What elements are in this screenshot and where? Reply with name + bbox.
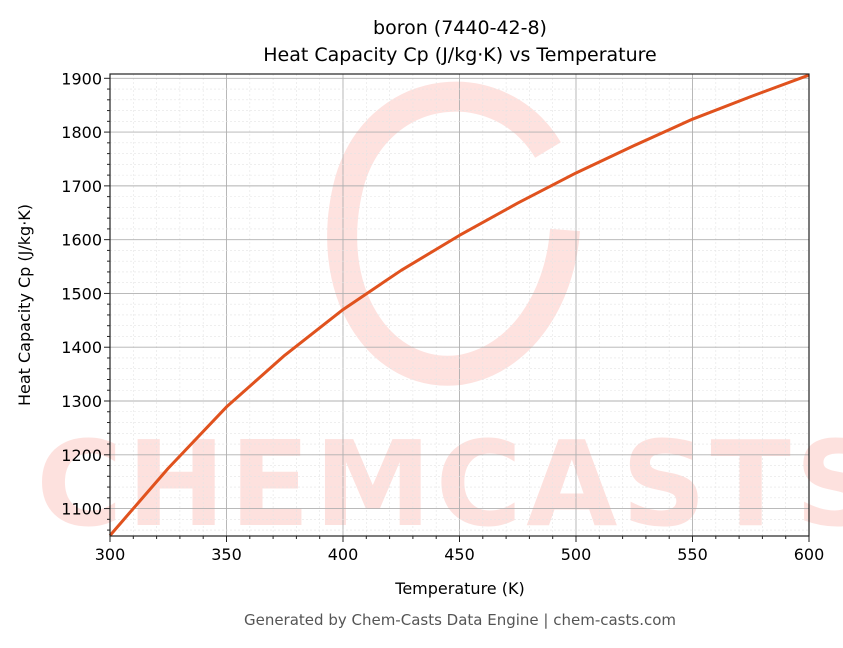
x-tick-label: 300 xyxy=(95,545,126,564)
y-tick-label: 1400 xyxy=(61,338,102,357)
y-tick-label: 1700 xyxy=(61,177,102,196)
plot-frame xyxy=(109,73,810,537)
y-tick-label: 1600 xyxy=(61,231,102,250)
footer-credit: Generated by Chem-Casts Data Engine | ch… xyxy=(244,611,676,629)
y-tick-label: 1800 xyxy=(61,123,102,142)
x-tick-label: 400 xyxy=(328,545,359,564)
x-tick-label: 500 xyxy=(561,545,592,564)
y-tick-label: 1100 xyxy=(61,500,102,519)
x-tick-label: 550 xyxy=(677,545,708,564)
x-axis-label: Temperature (K) xyxy=(394,579,524,598)
y-tick-label: 1200 xyxy=(61,446,102,465)
y-tick-label: 1300 xyxy=(61,392,102,411)
y-tick-label: 1900 xyxy=(61,69,102,88)
series-line-cp xyxy=(108,73,810,537)
y-axis-label: Heat Capacity Cp (J/kg·K) xyxy=(15,204,34,406)
chart-title-line2: Heat Capacity Cp (J/kg·K) vs Temperature xyxy=(263,44,657,66)
watermark-text: CHEMCASTS xyxy=(36,415,843,553)
x-tick-label: 350 xyxy=(211,545,242,564)
watermark-logo: CHEMCASTS xyxy=(36,81,843,553)
y-tick-label: 1500 xyxy=(61,284,102,303)
x-tick-label: 600 xyxy=(794,545,825,564)
x-tick-label: 450 xyxy=(444,545,475,564)
chart-title-line1: boron (7440-42-8) xyxy=(373,17,547,39)
